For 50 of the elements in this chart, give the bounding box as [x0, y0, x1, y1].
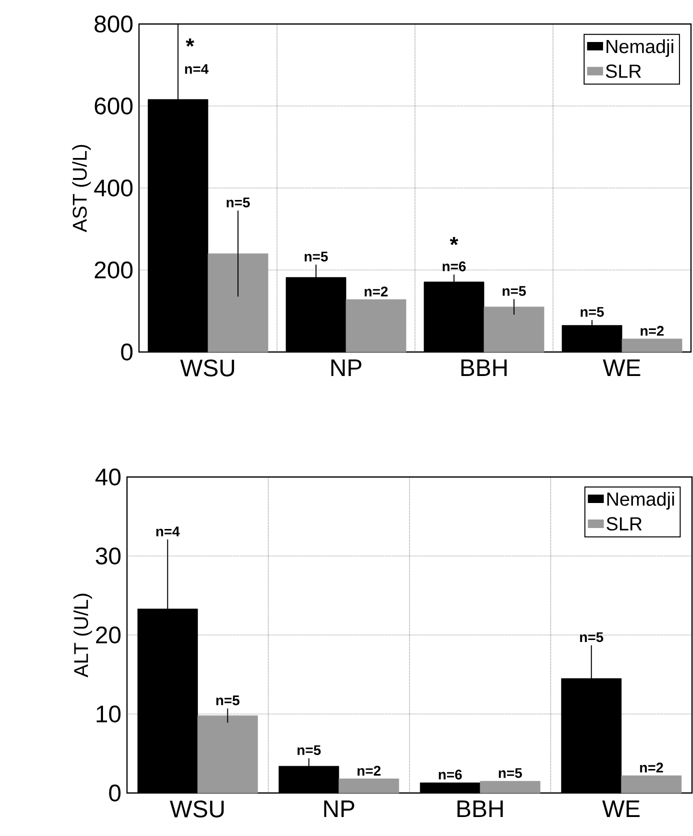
y-tick-label: 10 — [96, 706, 121, 722]
legend-label: SLR — [606, 64, 641, 78]
y-tick-label: 200 — [94, 262, 133, 278]
annotation: n=4 — [185, 64, 209, 74]
annotation: n=6 — [438, 770, 462, 780]
legend-label: Nemadji — [606, 39, 674, 57]
annotation: n=5 — [502, 286, 526, 296]
x-tick-label: BBH — [458, 800, 503, 817]
x-tick-label: WE — [602, 360, 640, 376]
bar — [621, 775, 682, 794]
annotation: n=5 — [304, 252, 328, 262]
legend-label: SLR — [606, 517, 642, 531]
y-tick-label: 30 — [96, 548, 121, 564]
y-tick-label: 600 — [94, 98, 133, 114]
annotation: n=5 — [580, 307, 604, 317]
y-axis-title: ALT (U/L) — [73, 594, 92, 678]
x-tick-label: WSU — [180, 360, 234, 376]
annotation: n=4 — [156, 526, 180, 536]
annotation: n=5 — [226, 198, 250, 208]
x-tick-label: WSU — [170, 800, 224, 818]
annotation: n=5 — [298, 745, 321, 756]
bar — [480, 780, 540, 794]
bar — [208, 253, 268, 352]
x-tick-label: NP — [324, 800, 354, 817]
y-axis-title: AST (U/L) — [72, 144, 91, 232]
x-tick-label: NP — [331, 360, 362, 376]
annotation: n=6 — [442, 261, 466, 272]
annotation: n=2 — [640, 326, 664, 336]
annotation: n=2 — [640, 762, 664, 772]
legend-label: Nemadji — [607, 492, 674, 510]
x-tick-label: WE — [602, 800, 640, 817]
annotation: n=5 — [580, 632, 604, 642]
bar — [346, 299, 406, 352]
annotation: n=5 — [498, 768, 522, 778]
y-tick-label: 0 — [109, 784, 121, 802]
annotation: * — [186, 38, 194, 47]
y-tick-label: 0 — [121, 344, 133, 360]
y-tick-label: 20 — [96, 626, 121, 644]
bar — [197, 715, 258, 794]
y-tick-label: 400 — [94, 180, 133, 196]
annotation: * — [450, 236, 458, 246]
bar — [484, 306, 544, 352]
y-tick-label: 40 — [95, 468, 121, 486]
bar — [622, 338, 682, 352]
x-tick-label: BBH — [461, 360, 507, 376]
y-tick-label: 800 — [94, 16, 133, 32]
annotation: n=5 — [216, 696, 240, 706]
annotation: n=2 — [364, 286, 388, 296]
bar — [338, 778, 400, 794]
annotation: n=2 — [358, 766, 381, 776]
